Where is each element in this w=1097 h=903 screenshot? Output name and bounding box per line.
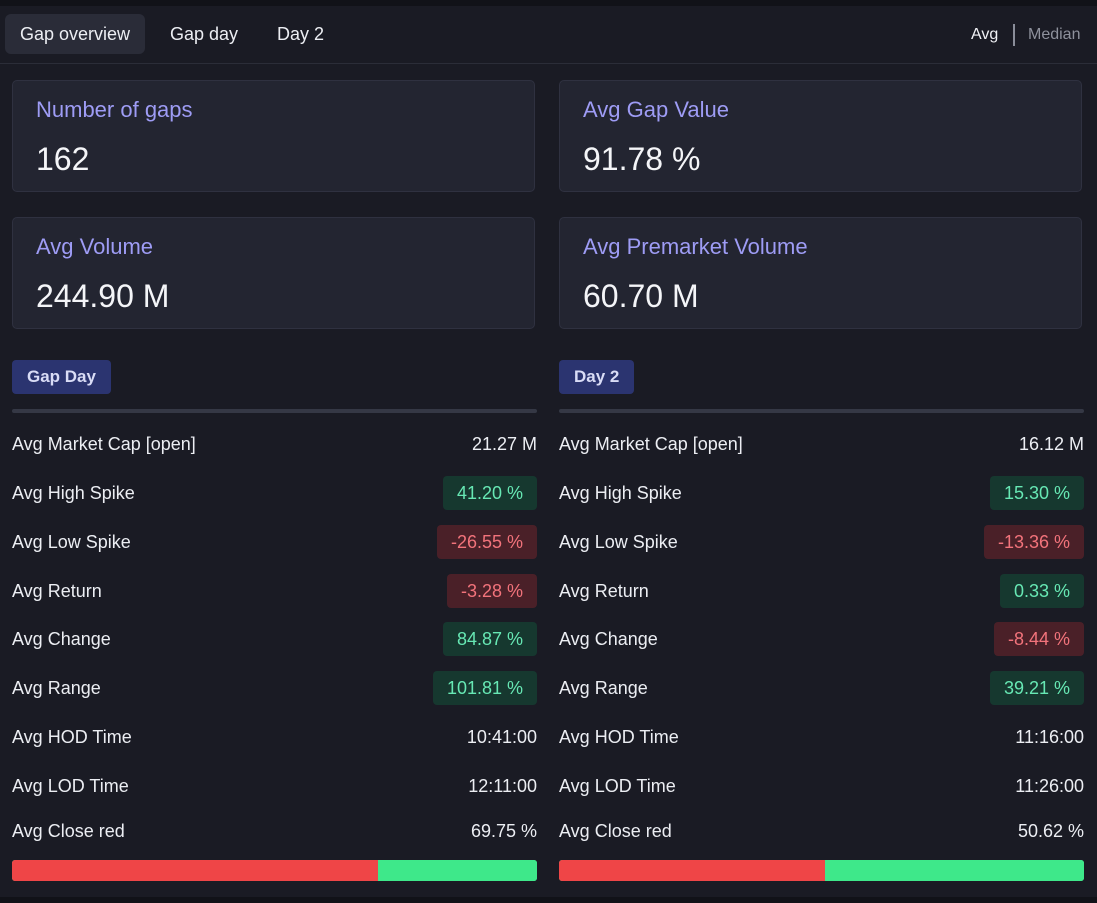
stat-row-label: Avg HOD Time bbox=[559, 727, 679, 747]
tab-day-2[interactable]: Day 2 bbox=[277, 24, 325, 44]
stat-row-value: 101.81 % bbox=[432, 671, 537, 705]
stat-row: Avg Market Cap [open] 16.12 M bbox=[559, 427, 1084, 461]
stat-row: Avg High Spike 41.20 % bbox=[12, 476, 537, 510]
stat-row-value: 10:41:00 bbox=[466, 727, 537, 747]
stat-card-label: Avg Premarket Volume bbox=[583, 234, 808, 259]
stat-row: Avg High Spike 15.30 % bbox=[559, 476, 1084, 510]
section-badge-gap-day: Gap Day bbox=[12, 360, 111, 394]
stat-row-label: Avg Change bbox=[559, 629, 658, 649]
stat-row-label: Avg Change bbox=[12, 629, 111, 649]
stat-row-value: 41.20 % bbox=[442, 476, 537, 510]
stat-row-value: -8.44 % bbox=[993, 622, 1084, 656]
stat-row: Avg Change 84.87 % bbox=[12, 622, 537, 656]
stat-row-value: 16.12 M bbox=[1018, 434, 1084, 454]
tab-gap-overview[interactable]: Gap overview bbox=[5, 14, 146, 54]
stat-card-value: 60.70 M bbox=[583, 278, 699, 314]
stat-row: Avg Range 101.81 % bbox=[12, 671, 537, 705]
stat-row-value: 0.33 % bbox=[999, 574, 1084, 608]
stat-row-label: Avg Range bbox=[12, 678, 101, 698]
stat-row: Avg Change -8.44 % bbox=[559, 622, 1084, 656]
stat-row-label: Avg Return bbox=[559, 581, 649, 601]
stat-row-label: Avg Low Spike bbox=[12, 532, 131, 552]
day-2-panel: Day 2 Avg Market Cap [open] 16.12 M Avg … bbox=[559, 360, 1084, 885]
stat-card-label: Number of gaps bbox=[36, 97, 193, 122]
stat-row-label: Avg Return bbox=[12, 581, 102, 601]
stat-row-label: Avg HOD Time bbox=[12, 727, 132, 747]
stat-card-number-of-gaps: Number of gaps 162 bbox=[12, 80, 535, 192]
stat-row: Avg Return 0.33 % bbox=[559, 574, 1084, 608]
close-red-bar-red-segment bbox=[12, 860, 379, 881]
section-divider bbox=[12, 409, 537, 413]
close-red-bar bbox=[12, 860, 537, 881]
section-divider bbox=[559, 409, 1084, 413]
stat-card-value: 244.90 M bbox=[36, 278, 170, 314]
stat-row-value: -26.55 % bbox=[436, 525, 537, 559]
stat-card-avg-gap-value: Avg Gap Value 91.78 % bbox=[559, 80, 1082, 192]
stat-row-label: Avg High Spike bbox=[559, 483, 682, 503]
close-red-bar-green-segment bbox=[824, 860, 1084, 881]
stat-row-value: 21.27 M bbox=[471, 434, 537, 454]
stat-row-value: 11:16:00 bbox=[1015, 727, 1084, 747]
stat-row: Avg HOD Time 11:16:00 bbox=[559, 720, 1084, 754]
stat-row: Avg Market Cap [open] 21.27 M bbox=[12, 427, 537, 461]
stat-row: Avg Close red 50.62 % bbox=[559, 814, 1084, 848]
stat-card-value: 91.78 % bbox=[583, 141, 701, 177]
section-badge-day-2: Day 2 bbox=[559, 360, 635, 394]
stat-row-label: Avg Market Cap [open] bbox=[12, 434, 196, 454]
avg-toggle-button[interactable]: Avg bbox=[971, 26, 999, 43]
stat-row: Avg Low Spike -13.36 % bbox=[559, 525, 1084, 559]
stat-row-label: Avg High Spike bbox=[12, 483, 135, 503]
toggle-separator bbox=[1013, 24, 1015, 46]
stat-row-value: 69.75 % bbox=[470, 821, 537, 841]
stat-card-label: Avg Gap Value bbox=[583, 97, 729, 122]
gap-day-panel: Gap Day Avg Market Cap [open] 21.27 M Av… bbox=[12, 360, 537, 885]
stat-row-value: 12:11:00 bbox=[468, 776, 537, 796]
stat-row-value: 50.62 % bbox=[1017, 821, 1084, 841]
stat-row-label: Avg Close red bbox=[12, 821, 125, 841]
stat-row: Avg HOD Time 10:41:00 bbox=[12, 720, 537, 754]
stat-card-value: 162 bbox=[36, 141, 90, 177]
stat-row-value: 84.87 % bbox=[442, 622, 537, 656]
stat-row: Avg Range 39.21 % bbox=[559, 671, 1084, 705]
stat-row-label: Avg Low Spike bbox=[559, 532, 678, 552]
stat-card-label: Avg Volume bbox=[36, 234, 154, 259]
stat-row-label: Avg Market Cap [open] bbox=[559, 434, 743, 454]
tab-gap-day[interactable]: Gap day bbox=[170, 24, 239, 44]
tab-bar: Gap overview Gap day Day 2 Avg Median bbox=[0, 6, 1097, 64]
stat-card-avg-premarket-volume: Avg Premarket Volume 60.70 M bbox=[559, 217, 1082, 329]
close-red-bar-green-segment bbox=[378, 860, 537, 881]
stat-row-value: 15.30 % bbox=[989, 476, 1084, 510]
stat-row-value: -3.28 % bbox=[446, 574, 537, 608]
stat-row-label: Avg Close red bbox=[559, 821, 672, 841]
bottom-edge bbox=[0, 897, 1097, 903]
stat-card-avg-volume: Avg Volume 244.90 M bbox=[12, 217, 535, 329]
close-red-bar-red-segment bbox=[559, 860, 825, 881]
stat-row: Avg Return -3.28 % bbox=[12, 574, 537, 608]
stat-row-label: Avg Range bbox=[559, 678, 648, 698]
stat-row: Avg LOD Time 11:26:00 bbox=[559, 769, 1084, 803]
top-edge bbox=[0, 0, 1097, 6]
stat-row-label: Avg LOD Time bbox=[12, 776, 129, 796]
stat-row-value: 39.21 % bbox=[989, 671, 1084, 705]
close-red-bar bbox=[559, 860, 1084, 881]
stat-row-value: 11:26:00 bbox=[1015, 776, 1084, 796]
stat-row: Avg Low Spike -26.55 % bbox=[12, 525, 537, 559]
stat-row: Avg Close red 69.75 % bbox=[12, 814, 537, 848]
median-toggle-button[interactable]: Median bbox=[1028, 26, 1081, 43]
stat-row-value: -13.36 % bbox=[983, 525, 1084, 559]
stat-row-label: Avg LOD Time bbox=[559, 776, 676, 796]
stat-row: Avg LOD Time 12:11:00 bbox=[12, 769, 537, 803]
